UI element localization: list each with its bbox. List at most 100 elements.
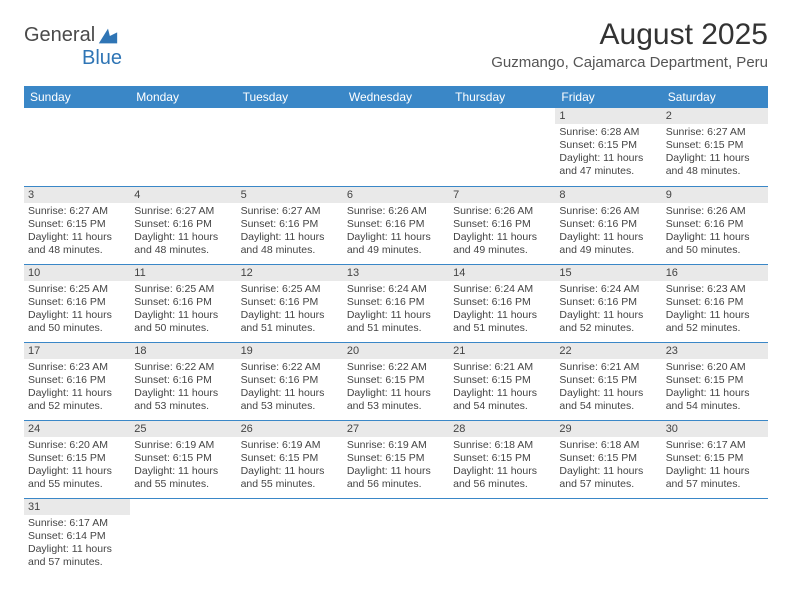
day-number: 3 [24,187,130,203]
day-number: 26 [237,421,343,437]
day-number: 24 [24,421,130,437]
calendar-day: 6Sunrise: 6:26 AMSunset: 6:16 PMDaylight… [343,186,449,264]
weekday-header: Friday [555,86,661,108]
weekday-header: Wednesday [343,86,449,108]
logo: General [24,24,119,47]
day-number: 28 [449,421,555,437]
day-number: 5 [237,187,343,203]
day-number: 16 [662,265,768,281]
day-details: Sunrise: 6:26 AMSunset: 6:16 PMDaylight:… [343,203,449,262]
day-details: Sunrise: 6:27 AMSunset: 6:16 PMDaylight:… [130,203,236,262]
day-details: Sunrise: 6:19 AMSunset: 6:15 PMDaylight:… [343,437,449,496]
day-details: Sunrise: 6:17 AMSunset: 6:15 PMDaylight:… [662,437,768,496]
calendar-day-empty [237,108,343,186]
calendar-table: SundayMondayTuesdayWednesdayThursdayFrid… [24,86,768,576]
day-number: 20 [343,343,449,359]
calendar-day: 23Sunrise: 6:20 AMSunset: 6:15 PMDayligh… [662,342,768,420]
day-number: 11 [130,265,236,281]
calendar-day-empty [343,108,449,186]
calendar-day: 19Sunrise: 6:22 AMSunset: 6:16 PMDayligh… [237,342,343,420]
calendar-day: 24Sunrise: 6:20 AMSunset: 6:15 PMDayligh… [24,420,130,498]
day-number: 17 [24,343,130,359]
calendar-row: 1Sunrise: 6:28 AMSunset: 6:15 PMDaylight… [24,108,768,186]
calendar-day: 16Sunrise: 6:23 AMSunset: 6:16 PMDayligh… [662,264,768,342]
day-details: Sunrise: 6:23 AMSunset: 6:16 PMDaylight:… [24,359,130,418]
calendar-day-empty [130,108,236,186]
calendar-day: 20Sunrise: 6:22 AMSunset: 6:15 PMDayligh… [343,342,449,420]
day-number: 10 [24,265,130,281]
day-number: 4 [130,187,236,203]
day-number: 6 [343,187,449,203]
day-details: Sunrise: 6:18 AMSunset: 6:15 PMDaylight:… [449,437,555,496]
calendar-day: 3Sunrise: 6:27 AMSunset: 6:15 PMDaylight… [24,186,130,264]
calendar-day: 22Sunrise: 6:21 AMSunset: 6:15 PMDayligh… [555,342,661,420]
calendar-day: 12Sunrise: 6:25 AMSunset: 6:16 PMDayligh… [237,264,343,342]
calendar-day: 2Sunrise: 6:27 AMSunset: 6:15 PMDaylight… [662,108,768,186]
day-number: 30 [662,421,768,437]
weekday-header-row: SundayMondayTuesdayWednesdayThursdayFrid… [24,86,768,108]
day-details: Sunrise: 6:24 AMSunset: 6:16 PMDaylight:… [343,281,449,340]
day-details: Sunrise: 6:19 AMSunset: 6:15 PMDaylight:… [130,437,236,496]
calendar-day: 17Sunrise: 6:23 AMSunset: 6:16 PMDayligh… [24,342,130,420]
logo-text-blue: Blue [82,47,122,69]
calendar-day-empty [130,498,236,576]
day-details: Sunrise: 6:26 AMSunset: 6:16 PMDaylight:… [555,203,661,262]
day-details: Sunrise: 6:23 AMSunset: 6:16 PMDaylight:… [662,281,768,340]
day-number: 21 [449,343,555,359]
calendar-row: 24Sunrise: 6:20 AMSunset: 6:15 PMDayligh… [24,420,768,498]
day-number: 13 [343,265,449,281]
weekday-header: Thursday [449,86,555,108]
day-number: 19 [237,343,343,359]
calendar-day: 29Sunrise: 6:18 AMSunset: 6:15 PMDayligh… [555,420,661,498]
calendar-day: 25Sunrise: 6:19 AMSunset: 6:15 PMDayligh… [130,420,236,498]
day-details: Sunrise: 6:26 AMSunset: 6:16 PMDaylight:… [449,203,555,262]
calendar-day: 14Sunrise: 6:24 AMSunset: 6:16 PMDayligh… [449,264,555,342]
logo-text-general: General [24,24,95,47]
calendar-row: 10Sunrise: 6:25 AMSunset: 6:16 PMDayligh… [24,264,768,342]
calendar-day: 26Sunrise: 6:19 AMSunset: 6:15 PMDayligh… [237,420,343,498]
day-details: Sunrise: 6:24 AMSunset: 6:16 PMDaylight:… [555,281,661,340]
calendar-day: 28Sunrise: 6:18 AMSunset: 6:15 PMDayligh… [449,420,555,498]
calendar-day-empty [237,498,343,576]
day-details: Sunrise: 6:24 AMSunset: 6:16 PMDaylight:… [449,281,555,340]
calendar-day: 11Sunrise: 6:25 AMSunset: 6:16 PMDayligh… [130,264,236,342]
day-number: 2 [662,108,768,124]
calendar-day: 1Sunrise: 6:28 AMSunset: 6:15 PMDaylight… [555,108,661,186]
calendar-day: 18Sunrise: 6:22 AMSunset: 6:16 PMDayligh… [130,342,236,420]
day-details: Sunrise: 6:25 AMSunset: 6:16 PMDaylight:… [130,281,236,340]
day-number: 22 [555,343,661,359]
calendar-day-empty [449,498,555,576]
day-number: 1 [555,108,661,124]
day-details: Sunrise: 6:18 AMSunset: 6:15 PMDaylight:… [555,437,661,496]
day-number: 23 [662,343,768,359]
day-number: 14 [449,265,555,281]
calendar-day: 31Sunrise: 6:17 AMSunset: 6:14 PMDayligh… [24,498,130,576]
calendar-row: 3Sunrise: 6:27 AMSunset: 6:15 PMDaylight… [24,186,768,264]
calendar-day: 4Sunrise: 6:27 AMSunset: 6:16 PMDaylight… [130,186,236,264]
day-details: Sunrise: 6:27 AMSunset: 6:15 PMDaylight:… [24,203,130,262]
calendar-day: 15Sunrise: 6:24 AMSunset: 6:16 PMDayligh… [555,264,661,342]
weekday-header: Monday [130,86,236,108]
calendar-day: 7Sunrise: 6:26 AMSunset: 6:16 PMDaylight… [449,186,555,264]
calendar-day: 27Sunrise: 6:19 AMSunset: 6:15 PMDayligh… [343,420,449,498]
logo-icon [97,25,119,47]
calendar-day: 21Sunrise: 6:21 AMSunset: 6:15 PMDayligh… [449,342,555,420]
day-number: 7 [449,187,555,203]
calendar-day: 9Sunrise: 6:26 AMSunset: 6:16 PMDaylight… [662,186,768,264]
weekday-header: Tuesday [237,86,343,108]
calendar-day: 8Sunrise: 6:26 AMSunset: 6:16 PMDaylight… [555,186,661,264]
weekday-header: Sunday [24,86,130,108]
calendar-day: 10Sunrise: 6:25 AMSunset: 6:16 PMDayligh… [24,264,130,342]
calendar-day-empty [662,498,768,576]
calendar-day-empty [24,108,130,186]
day-details: Sunrise: 6:26 AMSunset: 6:16 PMDaylight:… [662,203,768,262]
day-details: Sunrise: 6:21 AMSunset: 6:15 PMDaylight:… [555,359,661,418]
calendar-day-empty [555,498,661,576]
day-number: 31 [24,499,130,515]
calendar-day: 30Sunrise: 6:17 AMSunset: 6:15 PMDayligh… [662,420,768,498]
day-details: Sunrise: 6:27 AMSunset: 6:16 PMDaylight:… [237,203,343,262]
calendar-day-empty [449,108,555,186]
day-number: 29 [555,421,661,437]
calendar-day-empty [343,498,449,576]
day-number: 27 [343,421,449,437]
